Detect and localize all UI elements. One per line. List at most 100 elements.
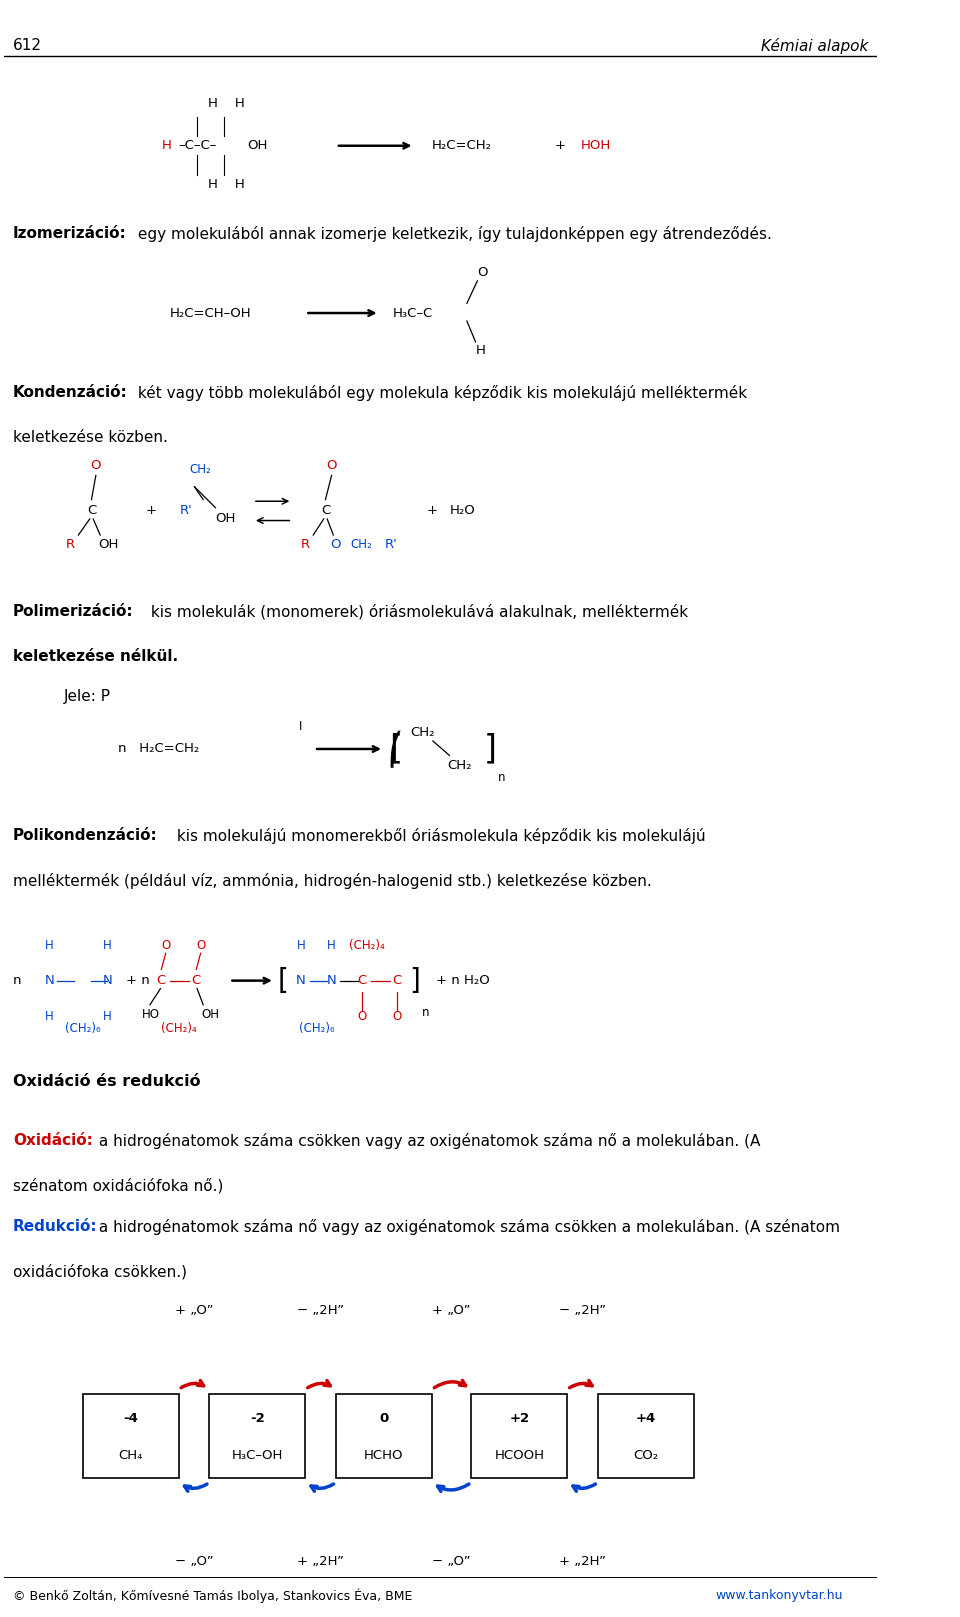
Text: O: O [477,267,488,280]
Text: -4: -4 [123,1412,138,1425]
Text: R': R' [180,505,192,517]
Text: -2: -2 [250,1412,265,1425]
Text: ]: ] [484,733,497,765]
Text: H₃C–OH: H₃C–OH [231,1449,283,1462]
Text: O: O [161,939,170,952]
Text: +: + [145,505,156,517]
Text: H: H [45,939,54,952]
Text: kis molekulájú monomerekből óriásmolekula képződik kis molekulájú: kis molekulájú monomerekből óriásmolekul… [172,828,706,844]
Text: OH: OH [99,538,119,551]
Text: O: O [330,538,341,551]
Text: H: H [161,139,171,152]
Text: kis molekulák (monomerek) óriásmolekulává alakulnak, melléktermék: kis molekulák (monomerek) óriásmolekuláv… [147,605,688,619]
Text: CH₂: CH₂ [410,726,435,739]
Text: N: N [45,973,55,986]
Text: C: C [156,973,166,986]
Text: H    H: H H [208,97,245,110]
Text: Izomerizáció:: Izomerizáció: [12,226,127,241]
Text: a hidrogénatomok száma csökken vagy az oxigénatomok száma nő a molekulában. (A: a hidrogénatomok száma csökken vagy az o… [94,1134,760,1150]
FancyBboxPatch shape [471,1394,567,1478]
Text: +: + [426,505,438,517]
Text: + „O”: + „O” [175,1303,213,1316]
Text: [: [ [278,967,289,994]
Text: két vagy több molekulából egy molekula képződik kis molekulájú melléktermék: két vagy több molekulából egy molekula k… [133,385,748,401]
Text: OH: OH [215,513,236,526]
Text: C: C [86,505,96,517]
Text: Polimerizáció:: Polimerizáció: [12,605,133,619]
Text: Oxidáció és redukció: Oxidáció és redukció [12,1074,201,1088]
FancyBboxPatch shape [83,1394,179,1478]
Text: H: H [45,1009,54,1022]
Text: n: n [12,973,21,986]
Text: n: n [421,1006,429,1019]
Text: HCHO: HCHO [364,1449,404,1462]
Text: H₂C=CH–OH: H₂C=CH–OH [170,307,252,320]
Text: + „2H”: + „2H” [298,1556,344,1568]
Text: –C–C–: –C–C– [179,139,217,152]
Text: keletkezése közben.: keletkezése közben. [12,430,168,445]
Text: OH: OH [247,139,267,152]
Text: HOH: HOH [581,139,611,152]
Text: H₃C–C: H₃C–C [393,307,433,320]
Text: n: n [497,771,505,784]
Text: OH: OH [202,1007,220,1020]
Text: O: O [393,1009,401,1022]
Text: 612: 612 [12,39,42,53]
FancyBboxPatch shape [336,1394,432,1478]
Text: − „2H”: − „2H” [559,1303,606,1316]
Text: melléktermék (például víz, ammónia, hidrogén-halogenid stb.) keletkezése közben.: melléktermék (például víz, ammónia, hidr… [12,873,652,889]
Text: Redukció:: Redukció: [12,1219,98,1234]
Text: CH₂: CH₂ [349,538,372,551]
Text: − „2H”: − „2H” [297,1303,345,1316]
Text: R': R' [385,538,397,551]
Text: (CH₂)₆: (CH₂)₆ [299,1022,334,1035]
Text: H: H [297,939,305,952]
Text: keletkezése nélkül.: keletkezése nélkül. [12,650,178,665]
Text: oxidációfoka csökken.): oxidációfoka csökken.) [12,1264,187,1279]
Text: CH₄: CH₄ [119,1449,143,1462]
Text: O: O [90,459,101,472]
Text: CH₂: CH₂ [190,462,211,475]
Text: Oxidáció:: Oxidáció: [12,1134,93,1148]
Text: Jele: P: Jele: P [63,689,110,705]
Text: + „O”: + „O” [432,1303,470,1316]
Text: ⎛: ⎛ [388,731,403,768]
Text: C: C [357,973,367,986]
Text: szénatom oxidációfoka nő.): szénatom oxidációfoka nő.) [12,1179,224,1193]
Text: N: N [326,973,336,986]
Text: CH₂: CH₂ [447,758,472,771]
Text: O: O [326,459,337,472]
Text: +: + [554,139,565,152]
Text: +4: +4 [636,1412,656,1425]
Text: I: I [300,720,302,733]
Text: H: H [103,1009,111,1022]
Text: + n H₂O: + n H₂O [436,973,490,986]
Text: − „O”: − „O” [175,1556,213,1568]
Text: a hidrogénatomok száma nő vagy az oxigénatomok száma csökken a molekulában. (A s: a hidrogénatomok száma nő vagy az oxigén… [94,1219,840,1235]
Text: O: O [357,1009,367,1022]
Text: egy molekulából annak izomerje keletkezik, így tulajdonképpen egy átrendeződés.: egy molekulából annak izomerje keletkezi… [133,226,772,243]
Text: H: H [103,939,111,952]
Text: Kémiai alapok: Kémiai alapok [761,37,869,53]
Text: R: R [66,538,75,551]
Text: R: R [300,538,310,551]
Text: 0: 0 [379,1412,389,1425]
Text: N: N [103,973,112,986]
Text: CO₂: CO₂ [634,1449,659,1462]
Text: H: H [327,939,336,952]
Text: C: C [192,973,201,986]
Text: + n: + n [127,973,150,986]
Text: H₂C=CH₂: H₂C=CH₂ [432,139,492,152]
Text: +2: +2 [509,1412,529,1425]
Text: www.tankonyvtar.hu: www.tankonyvtar.hu [716,1590,843,1602]
FancyBboxPatch shape [598,1394,694,1478]
Text: ]: ] [409,967,420,994]
Text: (CH₂)₄: (CH₂)₄ [161,1022,197,1035]
FancyBboxPatch shape [209,1394,305,1478]
Text: + „2H”: + „2H” [559,1556,606,1568]
Text: Polikondenzáció:: Polikondenzáció: [12,828,157,842]
Text: Kondenzáció:: Kondenzáció: [12,385,128,401]
Text: HCOOH: HCOOH [494,1449,544,1462]
Text: (CH₂)₄: (CH₂)₄ [348,939,384,952]
Text: N: N [296,973,306,986]
